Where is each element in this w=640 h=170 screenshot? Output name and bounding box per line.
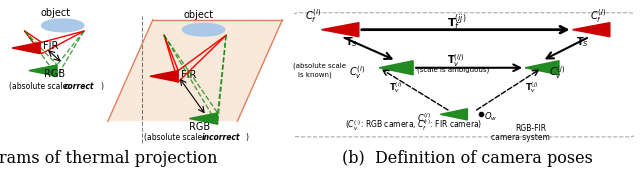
Ellipse shape — [182, 23, 225, 36]
Polygon shape — [12, 42, 40, 54]
Text: $\mathbf{T}_S$: $\mathbf{T}_S$ — [346, 35, 358, 49]
Text: $\mathbf{T}_S$: $\mathbf{T}_S$ — [576, 35, 589, 49]
Polygon shape — [29, 65, 57, 76]
Text: ): ) — [100, 82, 104, 91]
Text: FIR: FIR — [43, 41, 58, 51]
Text: $\mathbf{T}_f^{(ij)}$: $\mathbf{T}_f^{(ij)}$ — [447, 12, 467, 33]
Text: (absolute scale: (absolute scale — [292, 63, 346, 69]
Text: $C_f^{(i)}$: $C_f^{(i)}$ — [305, 7, 321, 25]
Polygon shape — [189, 113, 218, 124]
Text: $C_v^{(j)}$: $C_v^{(j)}$ — [549, 64, 565, 81]
Polygon shape — [573, 23, 610, 37]
Text: $O_w$: $O_w$ — [484, 111, 498, 123]
Text: is known): is known) — [298, 71, 332, 78]
Text: $C_f^{(j)}$: $C_f^{(j)}$ — [589, 7, 605, 25]
Text: $C_v^{(i)}$: $C_v^{(i)}$ — [417, 111, 431, 126]
Text: correct: correct — [64, 82, 95, 91]
Text: camera system: camera system — [491, 133, 550, 142]
Text: $(C_v^{(\cdot)}$: RGB camera, $C_f^{(\cdot)}$: FIR camera): $(C_v^{(\cdot)}$: RGB camera, $C_f^{(\cd… — [346, 117, 483, 133]
Text: $\mathbf{T}_v^{(i)}$: $\mathbf{T}_v^{(i)}$ — [389, 80, 403, 95]
Text: object: object — [184, 10, 214, 20]
Text: (a)  Diagrams of thermal projection: (a) Diagrams of thermal projection — [0, 150, 218, 167]
Text: ): ) — [246, 133, 249, 142]
Text: FIR: FIR — [181, 70, 196, 80]
Text: RGB: RGB — [189, 122, 211, 132]
Ellipse shape — [42, 19, 84, 32]
Text: RGB: RGB — [44, 69, 65, 79]
Polygon shape — [108, 20, 282, 121]
Text: (b)  Definition of camera poses: (b) Definition of camera poses — [342, 150, 593, 167]
Text: object: object — [40, 7, 70, 18]
Text: RGB-FIR: RGB-FIR — [515, 124, 546, 133]
Text: $\mathbf{T}_v^{(j)}$: $\mathbf{T}_v^{(j)}$ — [525, 80, 539, 95]
Polygon shape — [440, 109, 467, 120]
Text: (absolute scale:: (absolute scale: — [9, 82, 72, 91]
Polygon shape — [525, 61, 559, 75]
Text: $C_v^{(i)}$: $C_v^{(i)}$ — [349, 64, 365, 81]
Text: (scale is ambiguous): (scale is ambiguous) — [417, 67, 489, 73]
Text: $\mathbf{T}_v^{(ij)}$: $\mathbf{T}_v^{(ij)}$ — [447, 52, 464, 69]
Polygon shape — [380, 61, 413, 75]
Polygon shape — [321, 23, 359, 37]
Text: (absolute scale:: (absolute scale: — [145, 133, 207, 142]
Polygon shape — [150, 71, 178, 82]
Text: incorrect: incorrect — [202, 133, 241, 142]
